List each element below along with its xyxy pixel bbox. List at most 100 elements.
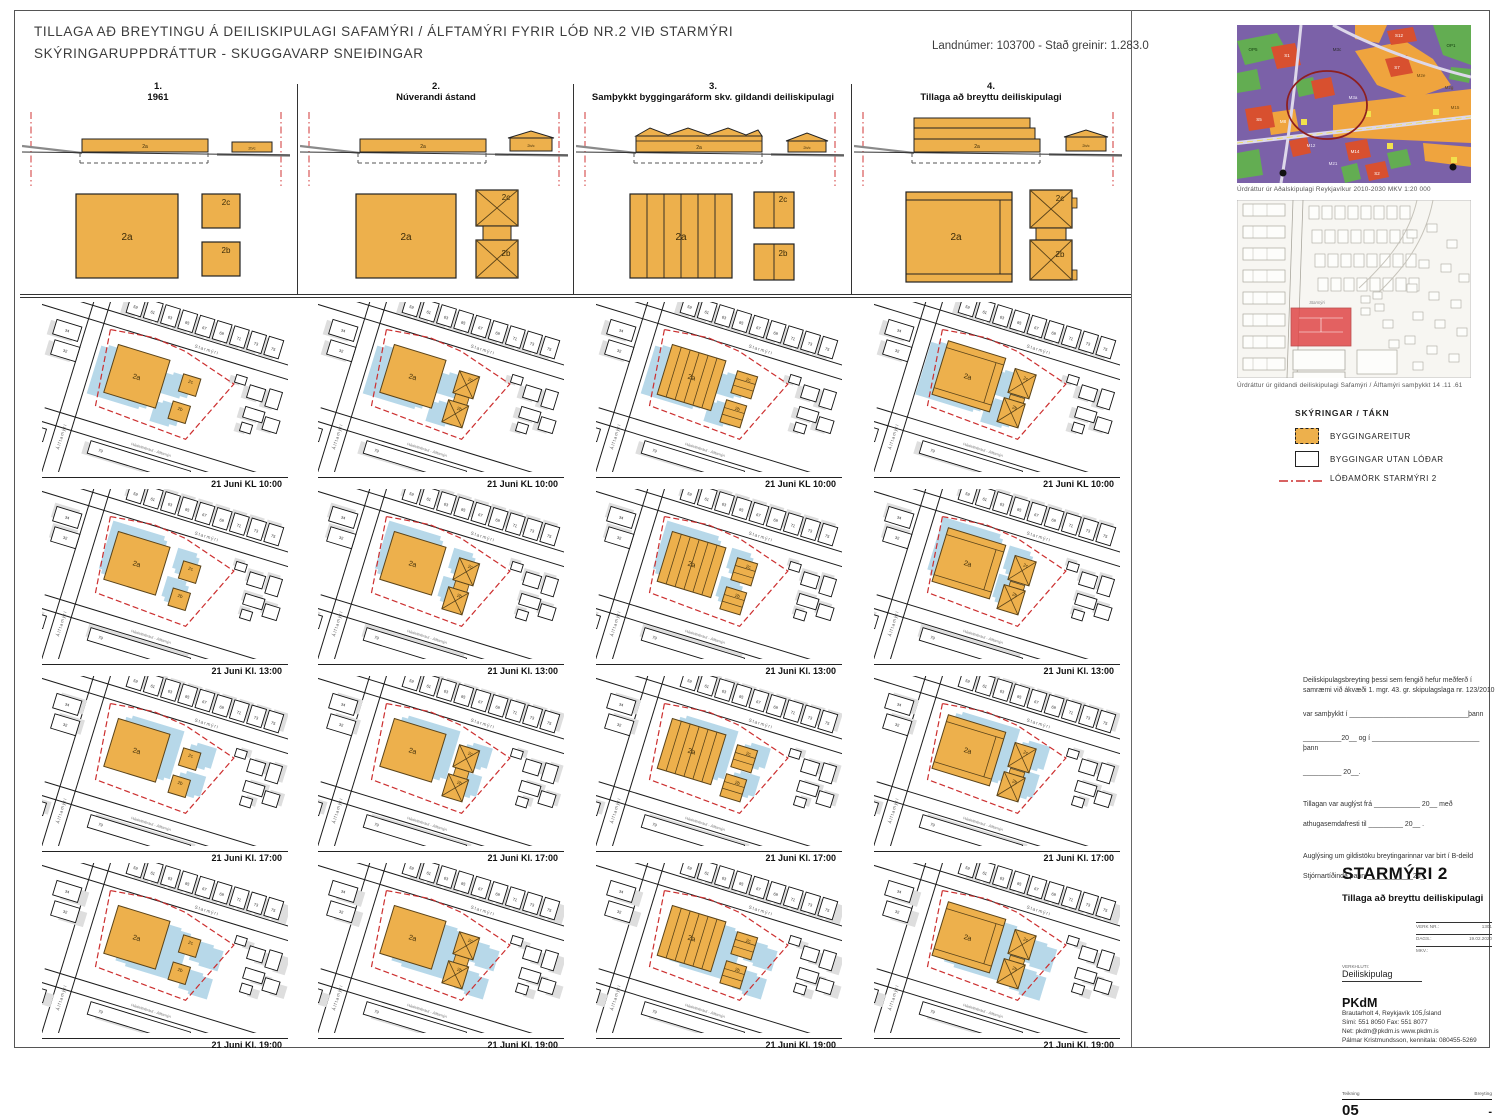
svg-text:2c: 2c bbox=[1023, 936, 1030, 942]
svg-text:75: 75 bbox=[270, 346, 276, 352]
svg-text:2c: 2c bbox=[779, 195, 787, 204]
shadow-panel-r1-c2: 596163656769717375343238792a2c2bStarmýri… bbox=[289, 240, 628, 506]
svg-text:71: 71 bbox=[790, 709, 796, 715]
svg-text:2b/c: 2b/c bbox=[1082, 144, 1089, 148]
column-header-1: 1. 1961 bbox=[20, 81, 296, 103]
approval-line: samræmi við ákvæði 1. mgr. 43. gr. skipu… bbox=[1303, 687, 1495, 694]
svg-text:71: 71 bbox=[236, 896, 242, 902]
lot-boundary bbox=[648, 328, 789, 441]
approval-text-block: Deiliskipulagsbreyting þessi sem fengið … bbox=[1303, 676, 1495, 882]
svg-text:34: 34 bbox=[340, 328, 346, 334]
column-3-label: Samþykkt byggingaráform skv. gildandi de… bbox=[591, 92, 835, 103]
svg-text:69: 69 bbox=[495, 330, 501, 336]
svg-text:67: 67 bbox=[202, 699, 208, 705]
panel-time-caption: 21 Juni Kl. 19:00 bbox=[318, 1038, 564, 1050]
svg-text:63: 63 bbox=[999, 688, 1005, 694]
column-1-number: 1. bbox=[154, 81, 162, 92]
zoning-map: M3c S12 OP1 S7 M2e M2g M15 M3a M8 S1 OP5 S5 M14 M21 S2… bbox=[1236, 23, 1472, 188]
shadow-map: 596163656769717375343238792a2c2bStarmýri… bbox=[289, 240, 628, 506]
svg-text:79: 79 bbox=[652, 448, 658, 454]
svg-text:61: 61 bbox=[982, 309, 988, 315]
svg-text:59: 59 bbox=[965, 678, 971, 684]
section-diagram-1961: 2a 2b/c 2a 2c 2b bbox=[21, 106, 291, 297]
svg-text:67: 67 bbox=[756, 512, 762, 518]
svg-text:2b/c: 2b/c bbox=[248, 147, 255, 151]
svg-text:S2: S2 bbox=[1374, 171, 1380, 176]
svg-text:71: 71 bbox=[1068, 896, 1074, 902]
section-diagram-approved: 2a 2b/c 2a 2c 2b bbox=[575, 106, 845, 297]
svg-text:69: 69 bbox=[1051, 891, 1057, 897]
building-2c bbox=[177, 934, 202, 958]
panel-time-caption: 21 Juni Kl. 13:00 bbox=[596, 664, 842, 676]
svg-text:2b: 2b bbox=[222, 246, 231, 255]
svg-text:67: 67 bbox=[1034, 699, 1040, 705]
panel-time-caption: 21 Juni Kl. 13:00 bbox=[318, 664, 564, 676]
svg-text:32: 32 bbox=[338, 348, 344, 354]
column-header-3: 3. Samþykkt byggingaráform skv. gildandi… bbox=[574, 81, 852, 103]
svg-text:65: 65 bbox=[184, 694, 190, 700]
svg-text:69: 69 bbox=[495, 891, 501, 897]
svg-text:2b: 2b bbox=[177, 593, 184, 599]
column-header-4: 4. Tillaga að breyttu deiliskipulagi bbox=[852, 81, 1130, 103]
svg-text:2b: 2b bbox=[734, 780, 741, 786]
firm-contact: Pálmar Kristmundsson, kennitala: 080455-… bbox=[1342, 1036, 1477, 1044]
svg-text:67: 67 bbox=[202, 886, 208, 892]
titleblock-field: VERK NR.: 1301 bbox=[1416, 922, 1492, 934]
svg-text:71: 71 bbox=[790, 896, 796, 902]
svg-text:M15: M15 bbox=[1451, 105, 1460, 110]
panel-time-caption: 21 Juni Kl. 17:00 bbox=[596, 851, 842, 863]
legend-title: SKÝRINGAR / TÁKN bbox=[1295, 408, 1390, 418]
shadow-panel-r4-c4: 596163656769717375343238792a2c2bStarmýri… bbox=[851, 801, 1184, 1067]
svg-text:34: 34 bbox=[64, 515, 70, 521]
svg-text:Starmýri: Starmýri bbox=[748, 344, 773, 356]
svg-text:59: 59 bbox=[133, 678, 139, 684]
svg-text:2a: 2a bbox=[687, 748, 697, 757]
lot-boundary bbox=[94, 889, 235, 1002]
svg-text:M2g: M2g bbox=[1445, 85, 1454, 90]
svg-text:75: 75 bbox=[1102, 346, 1108, 352]
svg-text:67: 67 bbox=[1034, 325, 1040, 331]
svg-text:63: 63 bbox=[999, 501, 1005, 507]
building-2b bbox=[719, 960, 748, 990]
svg-text:2a: 2a bbox=[950, 232, 962, 243]
building-2a bbox=[931, 527, 1007, 600]
building-2c bbox=[730, 744, 759, 774]
svg-text:2a: 2a bbox=[142, 144, 148, 150]
svg-text:65: 65 bbox=[1016, 507, 1022, 513]
legend-swatch-utan-lodar bbox=[1295, 451, 1319, 467]
svg-text:2a: 2a bbox=[400, 232, 412, 243]
column-2-label: Núverandi ástand bbox=[396, 92, 476, 103]
svg-text:75: 75 bbox=[824, 346, 830, 352]
svg-text:63: 63 bbox=[999, 875, 1005, 881]
building-2a bbox=[379, 343, 447, 409]
svg-text:75: 75 bbox=[1102, 720, 1108, 726]
svg-text:32: 32 bbox=[62, 909, 68, 915]
svg-text:2a: 2a bbox=[408, 934, 418, 943]
svg-text:Álftamýri: Álftamýri bbox=[54, 984, 68, 1011]
svg-text:32: 32 bbox=[616, 348, 622, 354]
svg-text:2a: 2a bbox=[974, 144, 980, 150]
svg-text:61: 61 bbox=[150, 309, 156, 315]
plan-sheet: { "header": { "title_line1": "TILLAGA AÐ… bbox=[13, 10, 1495, 1119]
field-value: 19.02.2020 bbox=[1469, 936, 1492, 941]
building-2c bbox=[730, 370, 759, 400]
building-2b bbox=[719, 399, 748, 429]
svg-text:69: 69 bbox=[219, 517, 225, 523]
zoning-map-svg: M3c S12 OP1 S7 M2e M2g M15 M3a M8 S1 OP5 S5 M14 M21 S2… bbox=[1236, 23, 1472, 184]
svg-text:M2e: M2e bbox=[1417, 73, 1426, 78]
legend-swatch-lodamork bbox=[1279, 473, 1323, 491]
svg-text:79: 79 bbox=[98, 635, 104, 641]
svg-text:M12: M12 bbox=[1307, 143, 1316, 148]
panel-time-caption: 21 Juni Kl. 13:00 bbox=[874, 664, 1120, 676]
svg-text:75: 75 bbox=[824, 533, 830, 539]
svg-text:Starmýri: Starmýri bbox=[194, 344, 219, 356]
svg-text:73: 73 bbox=[253, 341, 259, 347]
svg-text:32: 32 bbox=[894, 535, 900, 541]
svg-text:2c: 2c bbox=[1023, 749, 1030, 755]
shadow-panel-r1-c1: 596163656769717375343238792a2c2bStarmýri… bbox=[13, 240, 352, 506]
lot-boundary bbox=[94, 515, 235, 628]
svg-text:63: 63 bbox=[443, 501, 449, 507]
section-elevation-plan: 2a 2b/c 2a 2c 2b bbox=[853, 112, 1123, 283]
svg-text:34: 34 bbox=[618, 515, 624, 521]
shadow-panel-r1-c3: 596163656769717375343238792a2c2bStarmýri… bbox=[567, 240, 906, 506]
